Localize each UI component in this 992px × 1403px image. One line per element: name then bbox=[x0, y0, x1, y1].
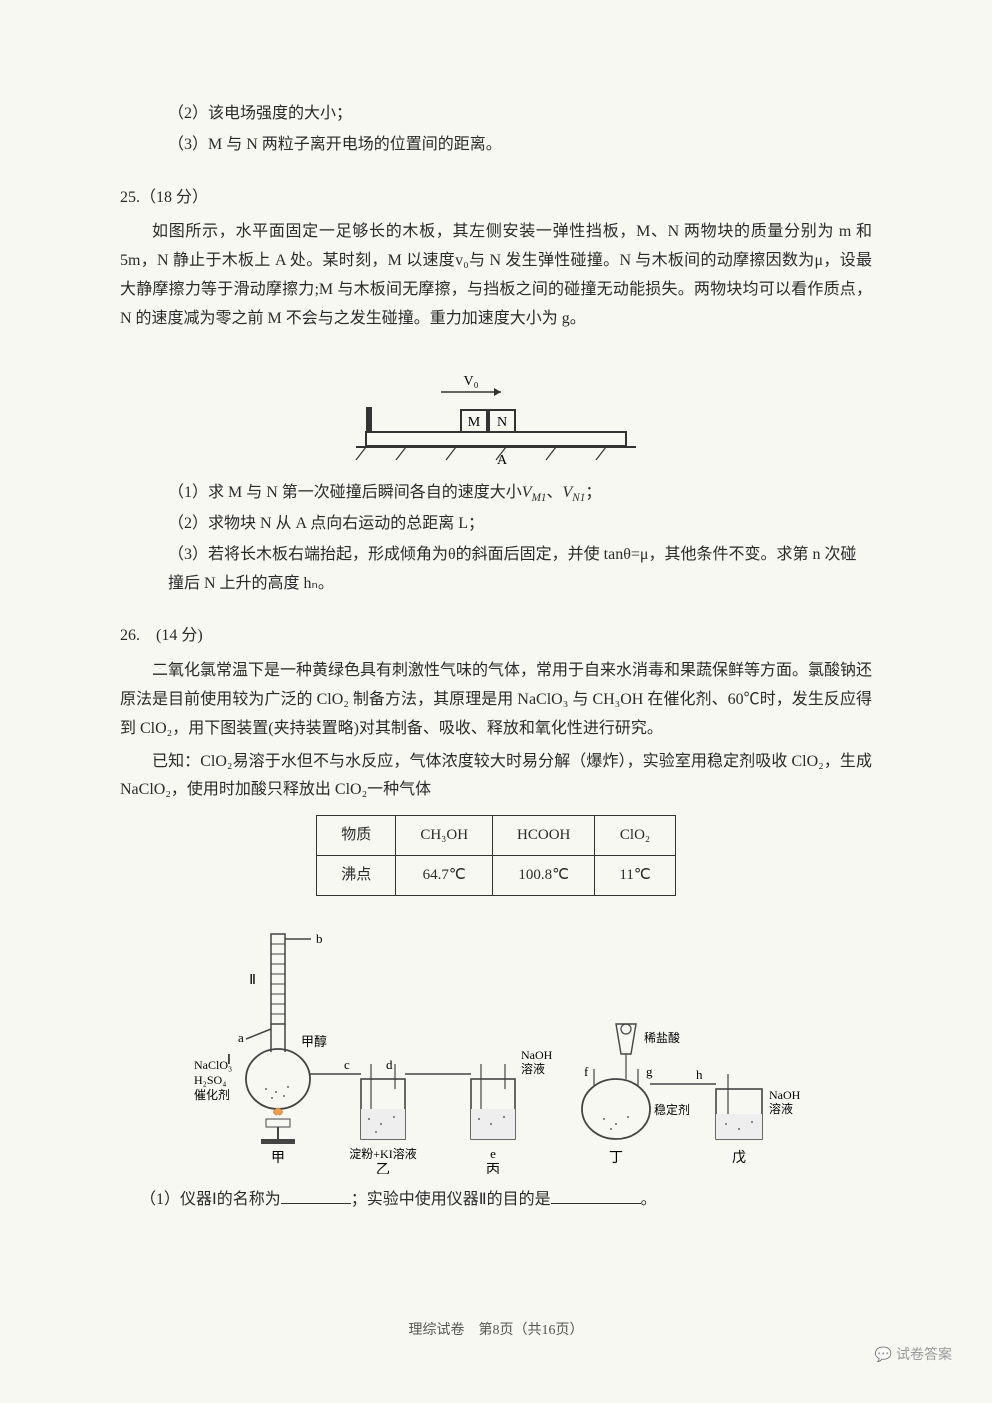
port-h-label: h bbox=[696, 1067, 703, 1082]
th-substance: 物质 bbox=[317, 816, 396, 856]
blank-1 bbox=[281, 1187, 351, 1205]
naclo3-label: NaClO₃ bbox=[194, 1058, 232, 1072]
q26-q1-end: 。 bbox=[641, 1191, 657, 1208]
th-clo2: ClO₂ bbox=[595, 816, 675, 856]
methanol-label: 甲醇 bbox=[301, 1034, 327, 1049]
td-bp-label: 沸点 bbox=[317, 856, 396, 896]
solution1-label: 溶液 bbox=[521, 1061, 545, 1076]
jia-label: 甲 bbox=[271, 1151, 285, 1166]
port-e-label: e bbox=[490, 1146, 496, 1161]
th-ch3oh: CH₃OH bbox=[396, 816, 493, 856]
td-bp-clo2: 11℃ bbox=[595, 856, 675, 896]
q25-sub1: （1）求 M 与 N 第一次碰撞后瞬间各自的速度大小VM1、VN1； bbox=[168, 479, 872, 508]
th-hcooh: HCOOH bbox=[493, 816, 595, 856]
dilute-hcl-label: 稀盐酸 bbox=[644, 1030, 680, 1045]
naoh1-label: NaOH bbox=[521, 1048, 553, 1062]
q24-sub2: （2）该电场强度的大小； bbox=[168, 100, 872, 129]
q26-header: 26. (14 分) bbox=[120, 622, 872, 651]
q26-q1-pre: （1）仪器Ⅰ的名称为 bbox=[140, 1191, 281, 1208]
td-bp-ch3oh: 64.7℃ bbox=[396, 856, 493, 896]
blank-2 bbox=[551, 1187, 641, 1205]
apparatus-yi: 淀粉+KI溶液 乙 bbox=[349, 1064, 416, 1174]
watermark: 💬 试卷答案 bbox=[875, 1342, 952, 1367]
stabilizer-label: 稳定剂 bbox=[654, 1102, 690, 1117]
starch-ki-label: 淀粉+KI溶液 bbox=[349, 1146, 416, 1161]
port-a-label: a bbox=[238, 1030, 244, 1045]
q24-sub3: （3）M 与 N 两粒子离开电场的位置间的距离。 bbox=[168, 131, 872, 160]
bing-label: 丙 bbox=[486, 1163, 500, 1174]
physics-diagram-svg: M N V₀ A bbox=[336, 352, 656, 467]
table-row: 沸点 64.7℃ 100.8℃ 11℃ bbox=[317, 856, 675, 896]
apparatus-svg: Ⅱ b a 甲醇 Ⅰ NaClO₃ H₂SO₄ 催化剂 bbox=[176, 914, 816, 1174]
v0-label: V₀ bbox=[464, 374, 479, 389]
port-f-label: f bbox=[584, 1064, 589, 1079]
block-m-label: M bbox=[468, 415, 481, 430]
roman2-label: Ⅱ bbox=[249, 973, 256, 988]
td-bp-hcooh: 100.8℃ bbox=[493, 856, 595, 896]
block-n-label: N bbox=[497, 415, 507, 430]
apparatus-jia: Ⅱ b a 甲醇 Ⅰ NaClO₃ H₂SO₄ 催化剂 bbox=[194, 931, 327, 1166]
q26-q1-mid: ；实验中使用仪器Ⅱ的目的是 bbox=[351, 1191, 551, 1208]
q26-sub1: （1）仪器Ⅰ的名称为 ；实验中使用仪器Ⅱ的目的是 。 bbox=[140, 1186, 872, 1215]
catalyst-label: 催化剂 bbox=[194, 1087, 230, 1102]
table-row: 物质 CH₃OH HCOOH ClO₂ bbox=[317, 816, 675, 856]
port-g-label: g bbox=[646, 1064, 653, 1079]
port-b-label: b bbox=[316, 931, 323, 946]
ding-label: 丁 bbox=[609, 1151, 623, 1166]
apparatus-bing: NaOH 溶液 e 丙 bbox=[471, 1048, 553, 1174]
q25-sub2: （2）求物块 N 从 A 点向右运动的总距离 L； bbox=[168, 510, 872, 539]
q26-para2: 已知：ClO₂易溶于水但不与水反应，气体浓度较大时易分解（爆炸），实验室用稳定剂… bbox=[120, 748, 872, 806]
port-d-label: d bbox=[386, 1057, 393, 1072]
yi-label: 乙 bbox=[376, 1162, 390, 1174]
q25-sub3: （3）若将长木板右端抬起，形成倾角为θ的斜面后固定，并使 tanθ=μ，其他条件… bbox=[168, 541, 872, 599]
q26-apparatus: Ⅱ b a 甲醇 Ⅰ NaClO₃ H₂SO₄ 催化剂 bbox=[120, 914, 872, 1174]
point-a-label: A bbox=[497, 453, 508, 467]
q25-para1: 如图所示，水平面固定一足够长的木板，其左侧安装一弹性挡板，M、N 两物块的质量分… bbox=[120, 218, 872, 333]
boiling-point-table: 物质 CH₃OH HCOOH ClO₂ 沸点 64.7℃ 100.8℃ 11℃ bbox=[316, 815, 675, 896]
h2so4-label: H₂SO₄ bbox=[194, 1073, 226, 1087]
exam-page: （2）该电场强度的大小； （3）M 与 N 两粒子离开电场的位置间的距离。 25… bbox=[0, 0, 992, 1403]
q25-header: 25.（18 分） bbox=[120, 184, 872, 213]
apparatus-ding: 稀盐酸 f g 稳定剂 丁 bbox=[582, 1024, 690, 1166]
port-c-label: c bbox=[344, 1057, 350, 1072]
page-footer: 理综试卷 第8页（共16页） bbox=[0, 1318, 992, 1343]
q26-para1: 二氧化氯常温下是一种黄绿色具有刺激性气味的气体，常用于自来水消毒和果蔬保鲜等方面… bbox=[120, 657, 872, 743]
q25-sub1-text: （1）求 M 与 N 第一次碰撞后瞬间各自的速度大小 bbox=[168, 484, 522, 501]
solution2-label: 溶液 bbox=[769, 1101, 793, 1116]
apparatus-wu: NaOH 溶液 戊 bbox=[716, 1074, 801, 1166]
wu-label: 戊 bbox=[732, 1150, 746, 1166]
naoh2-label: NaOH bbox=[769, 1088, 801, 1102]
q26-table-wrap: 物质 CH₃OH HCOOH ClO₂ 沸点 64.7℃ 100.8℃ 11℃ bbox=[120, 815, 872, 896]
q25-diagram: M N V₀ A bbox=[120, 352, 872, 467]
